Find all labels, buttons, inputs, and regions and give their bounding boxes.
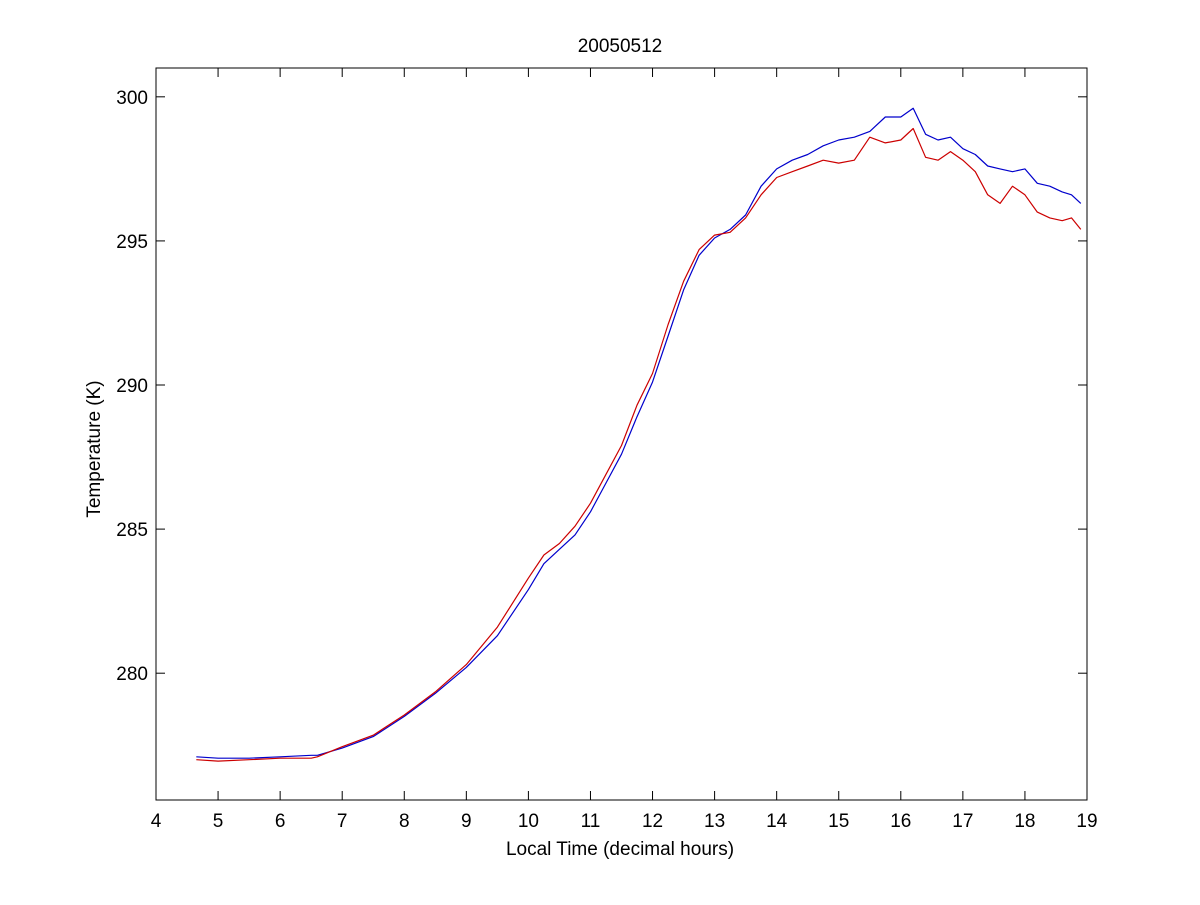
y-tick-label: 280 bbox=[116, 664, 148, 685]
plot-area: 4 5 6 7 8 9 10 11 12 13 14 15 16 17 18 19 280 285 290 295 30… bbox=[116, 67, 1098, 832]
x-tick-label: 9 bbox=[461, 811, 472, 832]
x-tick-label: 5 bbox=[213, 811, 224, 832]
x-tick-label: 4 bbox=[151, 811, 162, 832]
series-line-1 bbox=[196, 107, 1082, 759]
x-tick-label: 16 bbox=[890, 811, 911, 832]
x-tick-label: 7 bbox=[337, 811, 348, 832]
y-axis-label: Temperature (K) bbox=[84, 380, 105, 517]
y-tick-label: 285 bbox=[116, 520, 148, 541]
x-axis-label: Local Time (decimal hours) bbox=[506, 839, 734, 860]
x-tick-label: 8 bbox=[399, 811, 410, 832]
x-tick-label: 11 bbox=[581, 811, 601, 832]
x-tick-label: 10 bbox=[518, 811, 539, 832]
series-line-2 bbox=[196, 127, 1082, 762]
chart-title: 20050512 bbox=[578, 36, 663, 57]
x-tick-label: 14 bbox=[766, 811, 788, 832]
x-tick-label: 6 bbox=[275, 811, 286, 832]
y-tick-label: 290 bbox=[116, 376, 148, 397]
x-tick-label: 17 bbox=[952, 811, 973, 832]
y-tick-label: 295 bbox=[116, 232, 148, 253]
x-tick-label: 19 bbox=[1076, 811, 1097, 832]
y-tick-label: 300 bbox=[116, 88, 148, 109]
x-tick-label: 18 bbox=[1014, 811, 1035, 832]
x-tick-label: 12 bbox=[642, 811, 663, 832]
axes-box bbox=[155, 67, 1088, 801]
x-tick-label: 13 bbox=[704, 811, 725, 832]
x-tick-label: 15 bbox=[828, 811, 849, 832]
